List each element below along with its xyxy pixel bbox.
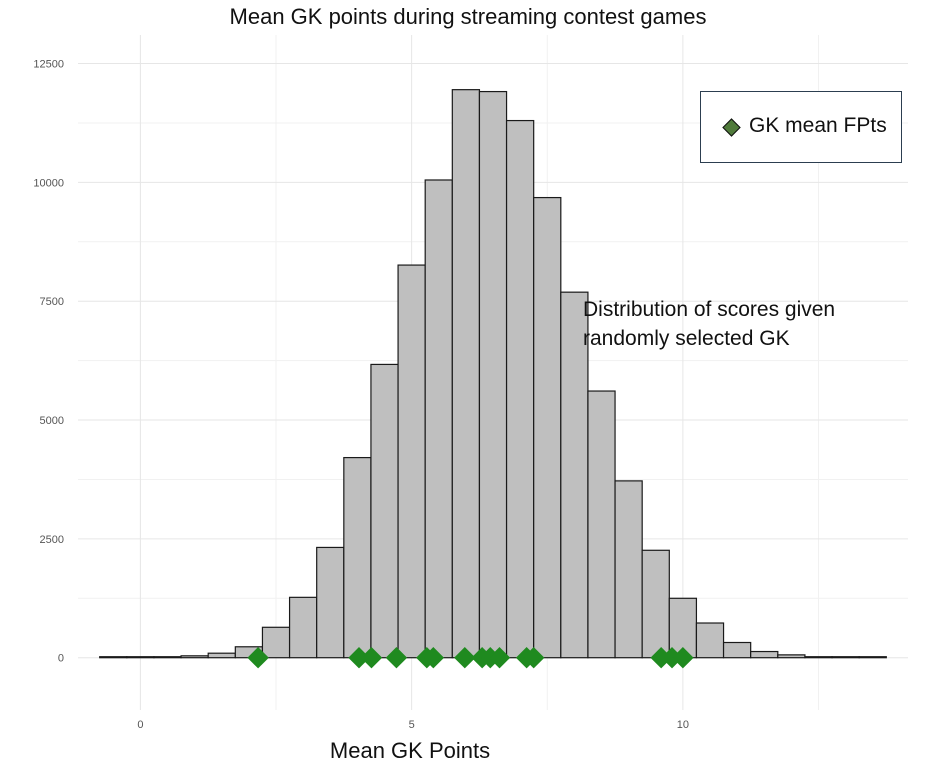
chart-title: Mean GK points during streaming contest … (229, 4, 707, 29)
histogram-bar (858, 656, 887, 659)
legend-diamond-icon (722, 118, 741, 137)
y-tick-label: 7500 (40, 296, 64, 308)
legend-label: GK mean FPts (749, 114, 887, 137)
histogram-bar (288, 596, 318, 659)
gk-point (488, 647, 511, 669)
x-tick-label: 5 (409, 719, 415, 731)
gk-point (522, 647, 545, 669)
histogram-bar (695, 622, 725, 659)
histogram-bar (261, 626, 291, 659)
histogram-bar (316, 546, 345, 659)
histogram-bar (750, 650, 779, 659)
gk-point (247, 647, 269, 669)
histogram-bar (614, 480, 643, 659)
histogram-bar (641, 549, 670, 659)
histogram-bar (777, 654, 806, 659)
histogram-bar (99, 656, 128, 659)
gk-point (454, 647, 476, 669)
histogram-bar (126, 656, 155, 659)
histogram-bar (505, 119, 535, 659)
annotation-line-1: Distribution of scores given (583, 298, 836, 321)
histogram-bar (451, 89, 481, 659)
annotation-line-2: randomly selected GK (583, 327, 790, 350)
gk-point (422, 647, 445, 669)
gk-point (360, 647, 383, 669)
y-tick-label: 5000 (40, 415, 64, 427)
histogram-bar (180, 655, 209, 659)
histogram-bar (424, 179, 453, 659)
gk-points (247, 647, 694, 669)
histogram-bar (478, 90, 508, 659)
histogram-bar (153, 656, 182, 659)
histogram-bar (804, 656, 833, 659)
legend: GK mean FPts (700, 91, 902, 163)
tick-labels: 0 2500 5000 7500 10000 12500 0 5 10 (33, 59, 689, 731)
y-tick-label: 12500 (33, 59, 64, 71)
histogram-bar (207, 652, 236, 659)
histogram-bar (722, 641, 752, 659)
x-tick-label: 10 (677, 719, 689, 731)
y-tick-label: 2500 (40, 534, 64, 546)
x-axis-title: Mean GK Points (329, 738, 491, 763)
histogram-bar (533, 196, 562, 659)
annotation: Distribution of scores given randomly se… (583, 295, 835, 353)
histogram-bar (831, 656, 860, 659)
histogram-bar (397, 264, 426, 659)
histogram-bar (587, 390, 616, 659)
x-tick-label: 0 (137, 719, 143, 731)
y-tick-label: 10000 (33, 177, 64, 189)
histogram-bar (343, 456, 372, 659)
gk-point (672, 647, 694, 669)
histogram-bar (560, 291, 589, 659)
histogram-bar (370, 363, 399, 659)
gk-point (385, 647, 408, 669)
histogram-bars (99, 89, 887, 659)
y-tick-label: 0 (58, 653, 64, 665)
